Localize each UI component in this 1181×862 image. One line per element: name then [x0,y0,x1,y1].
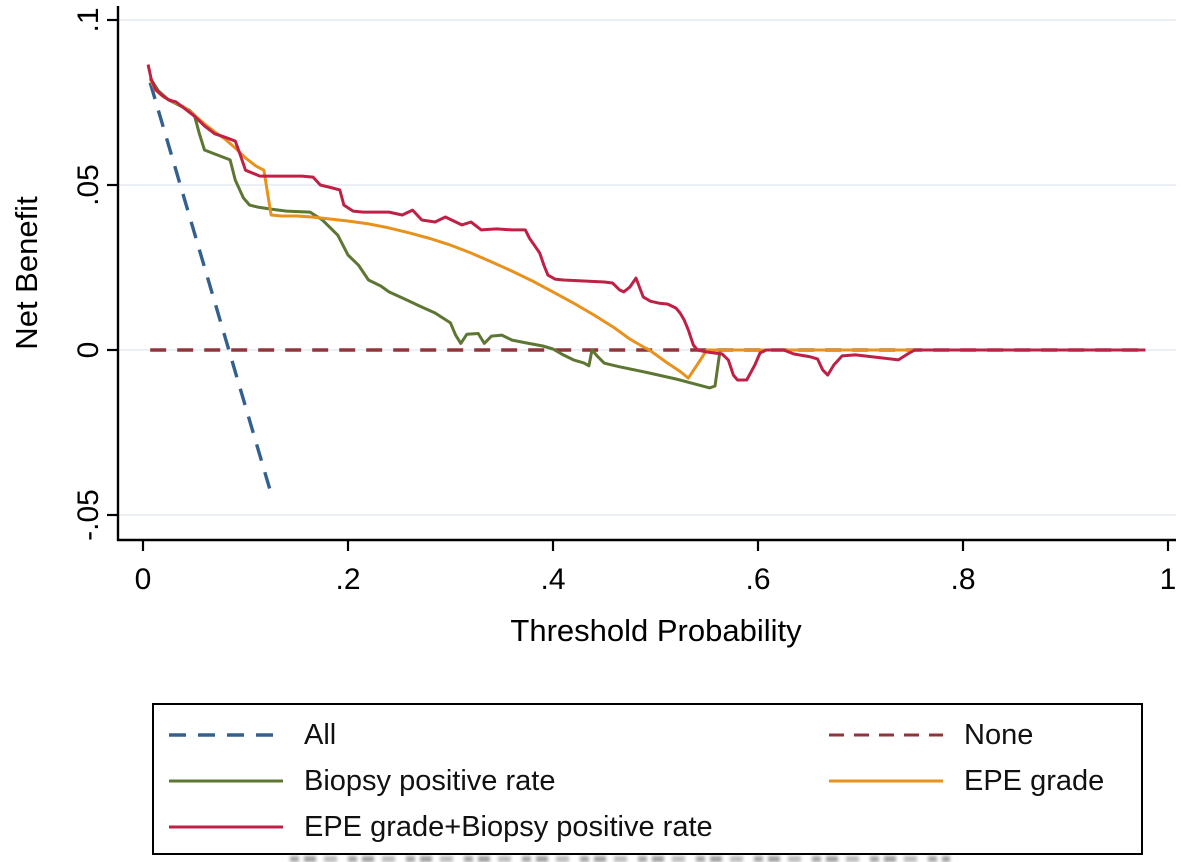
y-tick-zero: 0 [72,342,105,359]
legend-entry-all: All [154,720,814,750]
y-tick-marks [107,18,118,517]
legend-entry-epe-grade: EPE grade [814,766,1141,796]
x-tick-08: .8 [950,563,975,596]
y-tick-labels: .1 .05 0 -.05 [72,7,105,540]
y-tick-point05: .05 [72,164,105,206]
legend-sample-epe-grade-line [829,779,943,783]
y-tick-point1: .1 [72,7,105,32]
legend-sample-biopsy-line [169,779,283,783]
series-line-epe-grade [148,78,1146,380]
legend-label-all: All [304,718,337,751]
legend-sample-all-dashed-line [169,733,283,737]
series-line-biopsy-positive-rate [148,77,758,390]
x-tick-04: .4 [540,563,565,596]
legend: All None Biopsy positive rate EPE grade [152,703,1143,855]
legend-sample-epe-plus-biopsy-line [169,825,283,829]
axes [116,6,1176,542]
cropped-text-artifact [290,856,950,862]
legend-label-epe-grade: EPE grade [964,764,1105,797]
x-tick-02: .2 [335,563,360,596]
legend-entry-biopsy-positive-rate: Biopsy positive rate [154,766,814,796]
legend-sample-none-dashed-line [829,733,943,737]
y-axis-title: Net Benefit [9,196,44,350]
legend-label-none: None [964,718,1034,751]
legend-label-epe-grade-plus-biopsy: EPE grade+Biopsy positive rate [304,810,713,843]
gridlines [119,19,1176,516]
x-tick-0: 0 [135,563,152,596]
series-line-epe-grade-plus-biopsy [146,64,1146,382]
x-axis-title: Threshold Probability [510,613,802,648]
legend-entry-none: None [814,720,1141,750]
x-tick-06: .6 [745,563,770,596]
curves [146,64,1148,498]
chart-plot-area: .1 .05 0 -.05 0 .2 .4 .6 .8 1 Net Benefi… [9,6,1177,648]
x-tick-1: 1 [1160,563,1177,596]
x-tick-labels: 0 .2 .4 .6 .8 1 [135,563,1177,596]
legend-entry-epe-grade-plus-biopsy: EPE grade+Biopsy positive rate [154,812,814,842]
x-tick-marks [141,540,1170,551]
legend-label-biopsy-positive-rate: Biopsy positive rate [304,764,556,797]
y-tick-neg05: -.05 [72,489,105,541]
series-line-all [148,82,274,498]
